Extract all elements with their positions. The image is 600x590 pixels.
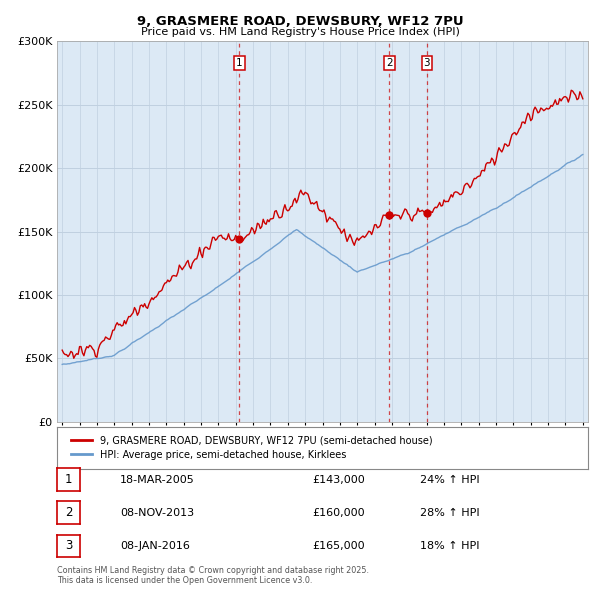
Text: 18-MAR-2005: 18-MAR-2005 — [120, 476, 195, 485]
Text: 24% ↑ HPI: 24% ↑ HPI — [420, 476, 479, 485]
Text: 08-NOV-2013: 08-NOV-2013 — [120, 509, 194, 518]
Legend: 9, GRASMERE ROAD, DEWSBURY, WF12 7PU (semi-detached house), HPI: Average price, : 9, GRASMERE ROAD, DEWSBURY, WF12 7PU (se… — [67, 432, 437, 464]
Text: 3: 3 — [424, 58, 430, 68]
Text: 28% ↑ HPI: 28% ↑ HPI — [420, 509, 479, 518]
Text: 9, GRASMERE ROAD, DEWSBURY, WF12 7PU: 9, GRASMERE ROAD, DEWSBURY, WF12 7PU — [137, 15, 463, 28]
Text: £160,000: £160,000 — [312, 509, 365, 518]
Text: 3: 3 — [65, 539, 72, 552]
Text: £143,000: £143,000 — [312, 476, 365, 485]
Text: 1: 1 — [65, 473, 72, 486]
Text: 18% ↑ HPI: 18% ↑ HPI — [420, 542, 479, 551]
Text: Contains HM Land Registry data © Crown copyright and database right 2025.
This d: Contains HM Land Registry data © Crown c… — [57, 566, 369, 585]
Text: £165,000: £165,000 — [312, 542, 365, 551]
Text: 1: 1 — [236, 58, 242, 68]
Text: 08-JAN-2016: 08-JAN-2016 — [120, 542, 190, 551]
Text: Price paid vs. HM Land Registry's House Price Index (HPI): Price paid vs. HM Land Registry's House … — [140, 27, 460, 37]
Text: 2: 2 — [386, 58, 392, 68]
Text: 2: 2 — [65, 506, 72, 519]
